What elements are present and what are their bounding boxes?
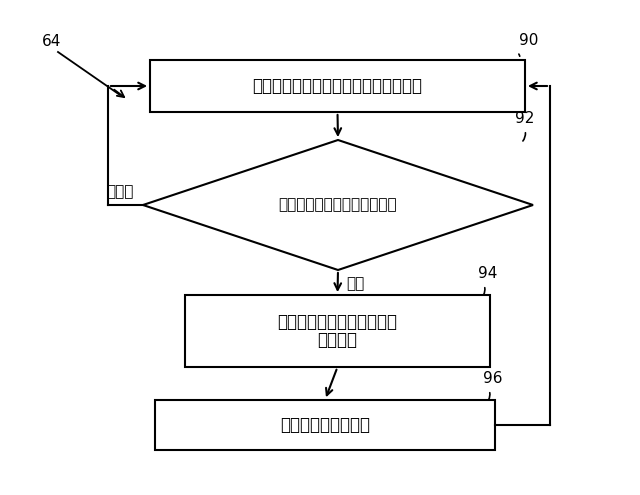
Text: 64: 64: [42, 35, 61, 50]
Text: はい: はい: [346, 276, 364, 291]
Text: いいえ: いいえ: [106, 184, 133, 199]
Text: モーションは検出されたか？: モーションは検出されたか？: [278, 198, 397, 212]
Text: 94: 94: [478, 266, 497, 281]
Bar: [185, 295, 490, 367]
Text: 実行する: 実行する: [317, 331, 358, 349]
Text: 移行手順を実行する: 移行手順を実行する: [280, 416, 370, 434]
Bar: [150, 60, 525, 112]
Text: アクティブオペレーションを表示する: アクティブオペレーションを表示する: [253, 77, 422, 95]
Text: 96: 96: [483, 371, 502, 386]
Polygon shape: [143, 140, 533, 270]
Bar: [155, 400, 495, 450]
Text: 92: 92: [515, 111, 534, 126]
Text: アクティブ化シーケンスを: アクティブ化シーケンスを: [278, 313, 397, 331]
Text: 90: 90: [519, 33, 538, 48]
